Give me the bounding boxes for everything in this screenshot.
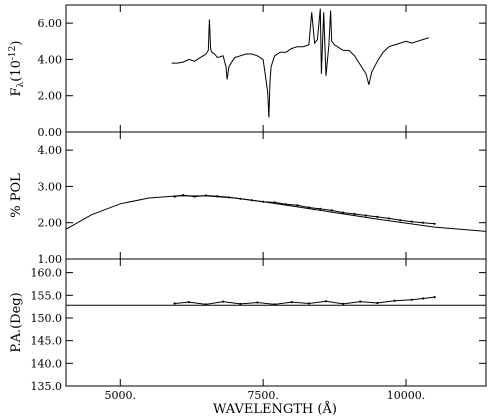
data-point: [376, 301, 379, 305]
data-point: [433, 296, 436, 299]
y-tick-label: 145.0: [31, 335, 63, 348]
data-point: [307, 206, 310, 209]
data-point: [342, 302, 345, 305]
y-tick-label: 155.0: [31, 289, 63, 302]
panel-position_angle: 135.0 140.0 145.0 150.0 155.0 160.0 P.A.(Deg): [9, 258, 487, 393]
data-point: [410, 298, 413, 301]
data-point: [250, 199, 253, 202]
y-tick-label: 140.0: [31, 357, 63, 370]
data-point: [256, 301, 259, 304]
polarization-series-0: [65, 195, 487, 232]
data-point: [387, 217, 390, 220]
data-point: [173, 195, 176, 198]
data-point: [227, 196, 230, 199]
y-tick-label: 0.00: [38, 126, 63, 139]
y-tick-label: 3.00: [38, 180, 63, 193]
data-point: [204, 194, 208, 197]
y-tick-label: 4.00: [38, 144, 63, 157]
y-tick-label: 2.00: [38, 90, 63, 103]
chart-panels: 0.00 2.00 4.00 6.00 Fλ(10-12) 1.00 2.00 3.00 4.0…: [8, 4, 487, 393]
data-point: [410, 220, 413, 223]
y-axis-label: Fλ(10-12): [8, 41, 26, 97]
data-point: [422, 221, 425, 224]
data-point: [173, 302, 176, 305]
data-point: [330, 209, 333, 212]
data-point: [239, 197, 242, 200]
data-point: [342, 211, 345, 214]
data-point: [296, 204, 299, 207]
data-point: [273, 201, 276, 204]
x-axis-label: WAVELENGTH (Å): [213, 401, 337, 417]
data-point: [273, 303, 276, 306]
flux-series-0: [171, 8, 430, 118]
panel-flux: 0.00 2.00 4.00 6.00 Fλ(10-12): [8, 4, 487, 139]
y-tick-label: 135.0: [31, 380, 63, 393]
data-point: [182, 194, 185, 197]
data-point: [193, 195, 196, 198]
data-point: [216, 195, 219, 198]
panel-polarization: 1.00 2.00 3.00 4.00 % POL: [9, 131, 487, 266]
data-point: [222, 300, 225, 303]
y-tick-label: 150.0: [31, 312, 63, 325]
y-tick-label: 2.00: [38, 217, 63, 230]
panel-frame: [65, 131, 487, 260]
data-point: [364, 214, 368, 217]
data-point: [262, 200, 265, 203]
data-point: [239, 302, 242, 305]
y-tick-label: 4.00: [38, 53, 63, 66]
y-tick-label: 160.0: [31, 267, 63, 280]
y-tick-label: 1.00: [38, 253, 63, 266]
data-point: [359, 300, 362, 303]
data-point: [399, 219, 402, 222]
data-point: [324, 300, 328, 303]
x-axis: 5000. 7500. 10000.: [105, 5, 426, 402]
y-tick-label: 6.00: [38, 17, 63, 30]
data-point: [204, 303, 208, 306]
data-point: [284, 203, 288, 206]
data-point: [433, 222, 436, 225]
data-point: [353, 212, 356, 216]
y-axis-label: P.A.(Deg): [9, 292, 24, 352]
y-axis-label: % POL: [9, 173, 24, 218]
data-point: [422, 297, 425, 300]
x-tick-label: 5000.: [105, 389, 137, 402]
data-point: [307, 302, 310, 305]
polarization-series-1: [174, 194, 435, 225]
data-point: [187, 301, 190, 304]
data-point: [393, 299, 396, 302]
data-point: [376, 215, 379, 218]
data-point: [319, 207, 322, 210]
panel-frame: [65, 258, 487, 387]
x-tick-label: 7500.: [247, 389, 279, 402]
x-tick-label: 10000.: [387, 389, 426, 402]
panel-frame: [65, 4, 487, 133]
data-point: [290, 301, 293, 304]
